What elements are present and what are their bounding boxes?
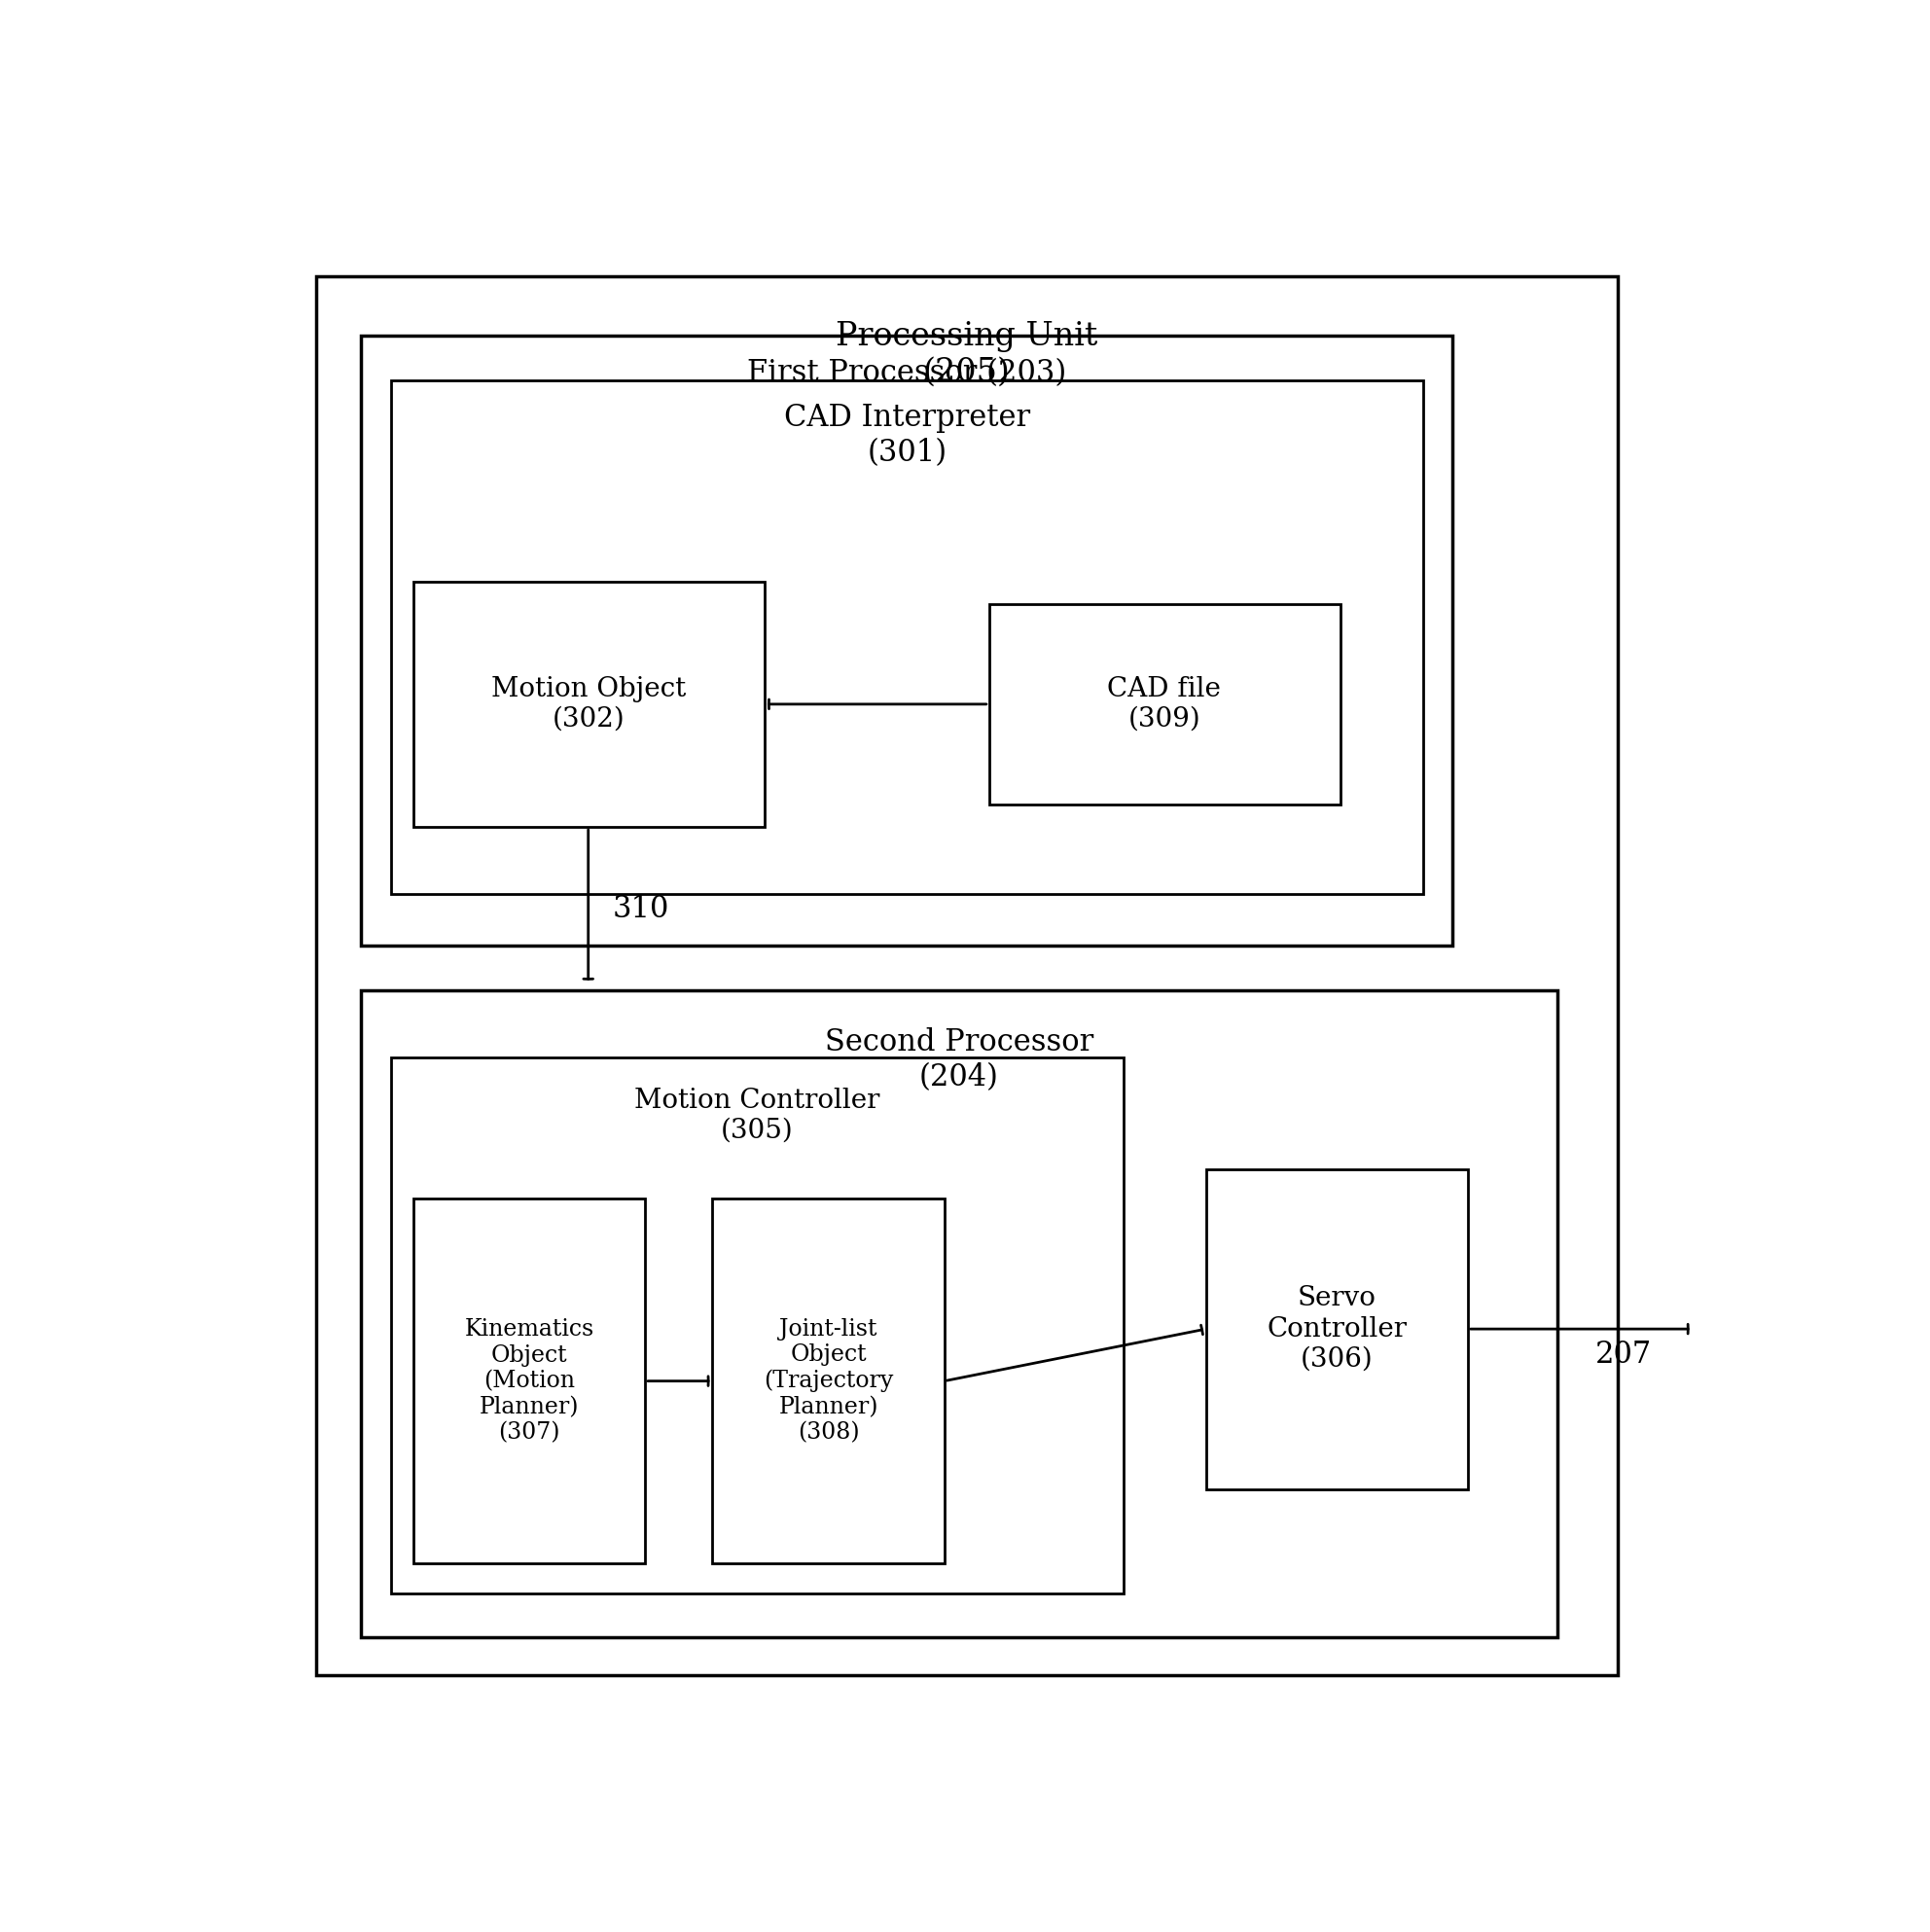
- Text: 207: 207: [1594, 1341, 1652, 1370]
- Text: Second Processor
(204): Second Processor (204): [824, 1028, 1094, 1094]
- Text: 310: 310: [612, 895, 670, 923]
- FancyBboxPatch shape: [361, 336, 1453, 947]
- FancyBboxPatch shape: [990, 603, 1341, 804]
- Text: First Processor (203): First Processor (203): [747, 357, 1067, 388]
- FancyBboxPatch shape: [712, 1198, 944, 1563]
- Text: Motion Object
(302): Motion Object (302): [490, 676, 685, 732]
- FancyBboxPatch shape: [413, 1198, 645, 1563]
- Text: Joint-list
Object
(Trajectory
Planner)
(308): Joint-list Object (Trajectory Planner) (…: [764, 1318, 894, 1445]
- Text: Processing Unit
(205): Processing Unit (205): [836, 321, 1098, 388]
- FancyBboxPatch shape: [390, 1057, 1123, 1594]
- Text: Kinematics
Object
(Motion
Planner)
(307): Kinematics Object (Motion Planner) (307): [465, 1318, 594, 1443]
- Text: CAD Interpreter
(301): CAD Interpreter (301): [784, 404, 1031, 468]
- Text: CAD file
(309): CAD file (309): [1108, 676, 1222, 732]
- FancyBboxPatch shape: [361, 991, 1558, 1638]
- Text: Servo
Controller
(306): Servo Controller (306): [1266, 1285, 1407, 1372]
- FancyBboxPatch shape: [413, 582, 764, 827]
- FancyBboxPatch shape: [390, 381, 1422, 895]
- FancyBboxPatch shape: [1206, 1169, 1469, 1490]
- Text: Motion Controller
(305): Motion Controller (305): [635, 1088, 880, 1144]
- FancyBboxPatch shape: [317, 276, 1617, 1675]
